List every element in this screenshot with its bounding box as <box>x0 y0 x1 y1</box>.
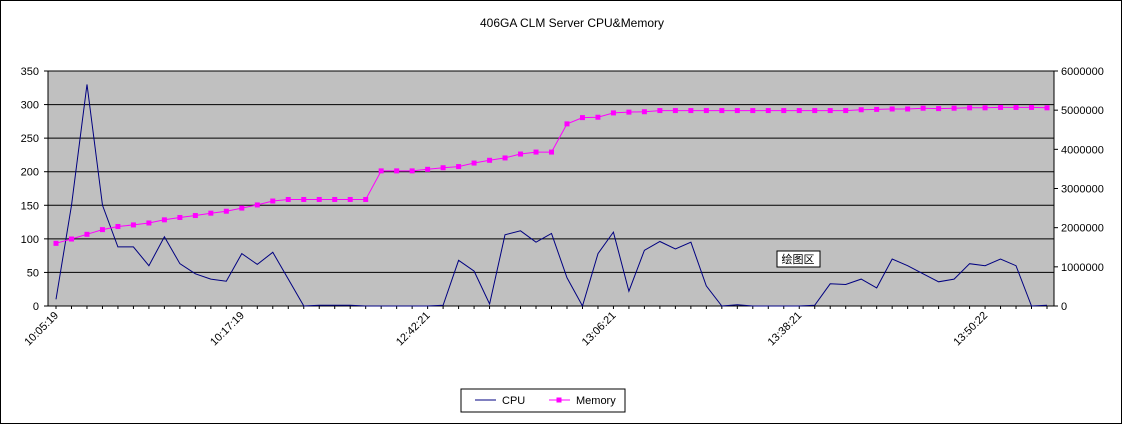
series-memory-point-39 <box>657 108 663 114</box>
y-left-tick-label-7: 350 <box>21 66 39 78</box>
series-memory-point-10 <box>208 210 214 216</box>
series-memory-point-60 <box>982 105 988 111</box>
series-memory-point-45 <box>750 108 756 114</box>
series-memory-point-35 <box>595 114 601 120</box>
series-memory-point-24 <box>425 166 431 172</box>
series-memory-point-41 <box>688 108 694 114</box>
legend: CPU Memory <box>460 388 626 413</box>
series-memory-point-20 <box>363 196 369 202</box>
y-right-tick-label-3: 3000000 <box>1061 184 1104 196</box>
series-memory-point-38 <box>641 109 647 115</box>
legend-memory-label: Memory <box>576 395 616 407</box>
series-memory-point-52 <box>858 107 864 113</box>
y-right-tick-label-2: 2000000 <box>1061 223 1104 235</box>
series-memory-point-9 <box>192 213 198 219</box>
y-left-tick-label-6: 300 <box>21 100 39 112</box>
series-memory-point-8 <box>177 214 183 220</box>
series-memory-point-13 <box>254 202 260 208</box>
series-memory-point-51 <box>843 108 849 114</box>
series-memory-point-62 <box>1013 104 1019 110</box>
series-memory-point-40 <box>672 108 678 114</box>
y-right-tick-label-6: 6000000 <box>1061 66 1104 78</box>
series-memory-point-25 <box>440 165 446 171</box>
series-memory-point-21 <box>378 168 384 174</box>
series-memory-point-43 <box>719 108 725 114</box>
series-memory-point-34 <box>579 115 585 121</box>
plot-area-tooltip-text: 绘图区 <box>782 252 815 266</box>
legend-memory-marker <box>556 397 562 403</box>
series-memory-point-31 <box>533 149 539 155</box>
y-left-tick-label-2: 100 <box>21 234 39 246</box>
plot-area-tooltip: 绘图区 <box>776 250 821 268</box>
series-memory-point-0 <box>53 240 59 246</box>
y-left-tick-label-1: 50 <box>27 267 39 279</box>
series-memory-point-4 <box>115 223 121 229</box>
series-memory-point-53 <box>874 106 880 112</box>
series-memory-point-63 <box>1029 104 1035 110</box>
series-memory-point-14 <box>270 198 276 204</box>
plot-area <box>47 70 1055 307</box>
grid-lines <box>48 70 1054 273</box>
series-memory-point-47 <box>781 108 787 114</box>
y-right-tick-label-4: 4000000 <box>1061 144 1104 156</box>
series-memory-point-32 <box>549 149 554 155</box>
series-memory-point-48 <box>796 108 802 114</box>
series-memory-point-18 <box>332 196 338 202</box>
series-memory-point-56 <box>920 105 926 111</box>
series-memory-point-50 <box>827 108 833 114</box>
series-memory-point-49 <box>812 108 818 114</box>
series-memory-point-28 <box>487 157 493 163</box>
series-memory-point-46 <box>765 108 771 114</box>
plot-area-tooltip-box <box>776 250 821 268</box>
series-memory-point-23 <box>409 168 415 174</box>
series-memory-point-26 <box>456 164 462 170</box>
series-memory-point-11 <box>223 208 229 214</box>
chart-title: 406GA CLM Server CPU&Memory <box>480 16 664 30</box>
series-memory-point-37 <box>626 109 632 115</box>
series-memory-point-12 <box>239 205 245 211</box>
series-layer <box>53 84 1050 308</box>
series-memory-point-30 <box>518 151 524 157</box>
series-memory-point-64 <box>1044 105 1050 111</box>
y-right-tick-label-5: 5000000 <box>1061 105 1104 117</box>
series-memory-point-19 <box>347 196 353 202</box>
y-left-tick-label-4: 200 <box>21 167 39 179</box>
y-left-tick-label-0: 0 <box>33 301 39 313</box>
series-memory-point-16 <box>301 196 307 202</box>
y-right-tick-label-1: 1000000 <box>1061 262 1104 274</box>
series-memory-point-5 <box>130 222 136 228</box>
legend-box <box>460 388 626 413</box>
legend-cpu-label: CPU <box>502 395 525 407</box>
series-memory-point-54 <box>889 106 895 112</box>
y-axis-right: 0 1000000 2000000 3000000 4000000 5000000 6000… <box>1053 66 1104 313</box>
y-left-tick-label-3: 150 <box>21 200 39 212</box>
series-memory-point-55 <box>905 106 911 112</box>
series-memory-point-22 <box>394 168 400 174</box>
series-memory-point-58 <box>951 105 957 111</box>
series-memory-point-15 <box>285 196 291 202</box>
series-memory-point-42 <box>703 108 709 114</box>
series-memory-point-33 <box>564 121 570 127</box>
series-cpu-line <box>55 84 1048 308</box>
y-axis-left: 0 50 100 150 200 250 300 350 <box>21 66 49 313</box>
series-memory-point-36 <box>610 110 616 116</box>
series-memory-point-27 <box>471 160 477 166</box>
series-memory-point-29 <box>502 155 508 161</box>
y-right-tick-label-0: 0 <box>1061 301 1067 313</box>
series-memory-point-6 <box>146 220 152 226</box>
series-memory-point-1 <box>68 236 74 242</box>
series-memory-point-59 <box>967 105 973 111</box>
series-memory-point-3 <box>99 227 105 233</box>
series-memory-point-61 <box>998 104 1004 110</box>
series-memory-point-2 <box>84 231 90 237</box>
series-memory-point-7 <box>161 217 167 223</box>
series-memory-point-17 <box>316 196 322 202</box>
y-left-tick-label-5: 250 <box>21 133 39 145</box>
series-memory-point-57 <box>936 106 942 112</box>
series-memory-point-44 <box>734 108 740 114</box>
